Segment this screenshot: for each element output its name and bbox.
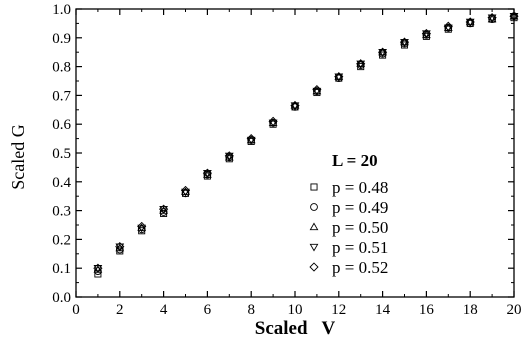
legend-marker bbox=[309, 243, 319, 252]
data-point bbox=[356, 61, 365, 70]
data-point bbox=[115, 242, 125, 252]
x-tick-label: 12 bbox=[331, 302, 346, 318]
data-point bbox=[378, 49, 387, 58]
data-point bbox=[137, 225, 146, 234]
data-point bbox=[422, 30, 431, 38]
data-point bbox=[268, 116, 278, 126]
data-point bbox=[94, 267, 102, 275]
legend-entry-label: p = 0.48 bbox=[332, 178, 388, 197]
legend-marker bbox=[309, 262, 319, 272]
data-point bbox=[334, 72, 344, 82]
x-tick-label: 8 bbox=[247, 302, 255, 318]
data-point bbox=[356, 59, 366, 69]
legend-entry-label: p = 0.49 bbox=[332, 198, 388, 217]
y-tick-label: 0.6 bbox=[52, 117, 71, 133]
data-point bbox=[421, 28, 431, 39]
y-tick-label: 0.8 bbox=[52, 60, 71, 76]
x-tick-label: 6 bbox=[204, 302, 212, 318]
x-tick-label: 0 bbox=[72, 302, 80, 318]
data-point bbox=[334, 74, 343, 82]
data-point bbox=[159, 204, 169, 214]
data-point bbox=[115, 243, 125, 252]
legend: L = 20 p = 0.48p = 0.49p = 0.50p = 0.51p… bbox=[309, 151, 388, 277]
axis-ticks: 0 2 4 6 8 10 12 14 16 18 20 0.0 0.1 0.2 0.3 0.4 0.5 0.6 0.… bbox=[52, 2, 521, 318]
y-tick-label: 0.3 bbox=[52, 204, 71, 220]
data-point bbox=[487, 13, 497, 23]
data-point bbox=[224, 152, 234, 161]
x-axis-label: Scaled V bbox=[255, 318, 336, 339]
legend-entry-label: p = 0.50 bbox=[332, 218, 388, 237]
y-tick-label: 0.5 bbox=[52, 146, 71, 162]
y-tick-label: 0.2 bbox=[52, 232, 71, 248]
series-circle bbox=[94, 12, 518, 275]
data-point bbox=[246, 134, 256, 144]
x-tick-label: 16 bbox=[419, 302, 435, 318]
data-point bbox=[115, 245, 124, 254]
y-tick-label: 0.4 bbox=[52, 175, 71, 191]
y-axis-label: Scaled G bbox=[8, 124, 28, 189]
legend-marker bbox=[309, 222, 319, 231]
data-point bbox=[181, 189, 190, 198]
axes bbox=[75, 8, 515, 298]
data-point bbox=[93, 265, 103, 273]
data-point bbox=[400, 39, 409, 48]
x-tick-label: 14 bbox=[375, 302, 391, 318]
data-point bbox=[465, 18, 475, 27]
y-tick-label: 1.0 bbox=[52, 2, 71, 18]
data-point bbox=[159, 206, 168, 214]
plot-frame bbox=[75, 8, 515, 298]
data-point bbox=[378, 49, 387, 57]
x-tick-label: 10 bbox=[288, 302, 303, 318]
data-point bbox=[290, 100, 300, 111]
x-tick-label: 4 bbox=[160, 302, 168, 318]
legend-title: L = 20 bbox=[332, 151, 378, 170]
x-tick-label: 18 bbox=[463, 302, 478, 318]
data-point bbox=[399, 37, 410, 47]
data-point bbox=[137, 221, 147, 232]
x-tick-label: 2 bbox=[116, 302, 124, 318]
x-tick-label: 20 bbox=[507, 302, 522, 318]
data-point bbox=[290, 102, 300, 110]
series-triangle-down bbox=[93, 13, 519, 273]
legend-entry-label: p = 0.51 bbox=[332, 238, 388, 257]
series-diamond bbox=[93, 11, 519, 273]
data-point bbox=[312, 85, 322, 95]
legend-marker bbox=[310, 183, 318, 191]
data-point bbox=[224, 151, 234, 161]
data-point bbox=[291, 103, 299, 111]
data-point bbox=[509, 11, 519, 21]
data-point bbox=[202, 168, 212, 178]
data-point bbox=[378, 47, 388, 57]
y-tick-label: 0.0 bbox=[52, 290, 71, 306]
data-point bbox=[400, 38, 409, 47]
data-point bbox=[203, 170, 212, 178]
y-tick-label: 0.9 bbox=[52, 31, 71, 47]
legend-entry-label: p = 0.52 bbox=[332, 258, 388, 277]
data-point bbox=[356, 60, 366, 69]
data-point bbox=[93, 263, 103, 273]
data-point bbox=[466, 19, 475, 28]
data-points bbox=[93, 11, 519, 278]
series-triangle-up bbox=[93, 11, 519, 273]
data-point bbox=[159, 208, 168, 216]
data-point bbox=[443, 21, 453, 31]
legend-marker bbox=[310, 203, 318, 211]
y-tick-label: 0.7 bbox=[52, 88, 71, 104]
data-point bbox=[465, 17, 475, 27]
data-point bbox=[334, 73, 344, 82]
data-point bbox=[487, 14, 497, 23]
data-point bbox=[180, 185, 191, 196]
data-point bbox=[509, 13, 519, 21]
y-tick-label: 0.1 bbox=[52, 261, 71, 277]
series-square bbox=[94, 14, 518, 278]
